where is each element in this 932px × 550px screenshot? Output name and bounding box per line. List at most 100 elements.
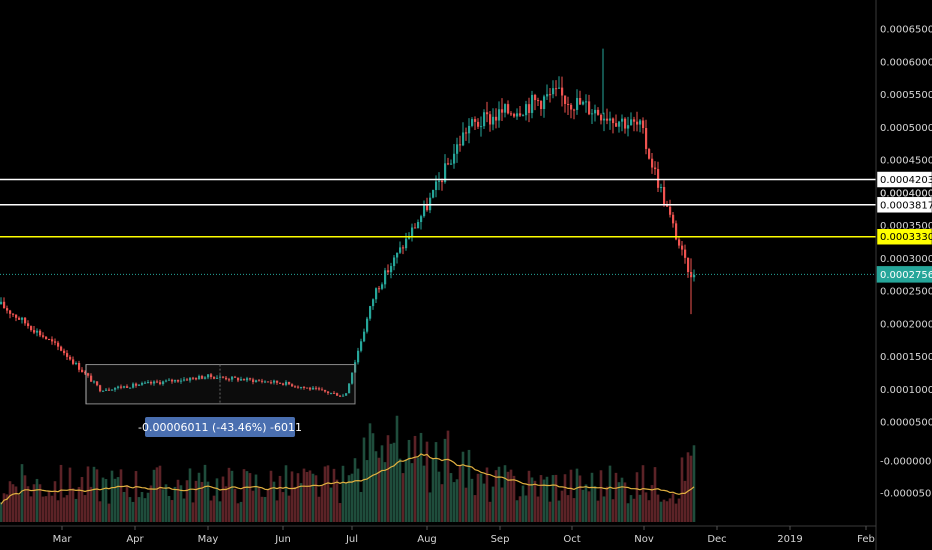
candle-body [432, 189, 435, 198]
volume-bar [593, 485, 597, 522]
candle-body [132, 383, 135, 388]
candle-body [57, 342, 60, 347]
candle-body [666, 204, 669, 207]
candle-body [27, 323, 30, 327]
candle-body [366, 318, 369, 332]
candle-body [75, 363, 78, 365]
candle-body [570, 104, 573, 110]
volume-bar [152, 469, 156, 522]
candle-body [528, 104, 531, 113]
candle-body [324, 389, 327, 392]
horizontal-levels[interactable] [0, 178, 876, 275]
volume-bar [626, 503, 630, 522]
volume-bar [332, 468, 336, 522]
volume-bar [38, 484, 42, 522]
candle-body [93, 381, 96, 383]
volume-bar [443, 438, 447, 522]
candle-body [78, 363, 81, 370]
x-axis-ticks[interactable]: Mar Apr May Jun Jul Aug Sep Oct Nov Dec 2019 Feb [53, 526, 875, 545]
volume-bar [161, 489, 165, 522]
volume-bar [398, 458, 402, 522]
candle-body [192, 377, 195, 379]
volume-bar [386, 435, 390, 522]
candle-body [456, 144, 459, 154]
candle-body [597, 109, 600, 115]
volume-bar [551, 475, 555, 522]
candle-body [507, 104, 510, 114]
candle-body [411, 227, 414, 238]
candle-body [348, 383, 351, 394]
candle-body [213, 377, 216, 379]
volume-bar [482, 483, 486, 522]
candle-body [414, 227, 417, 229]
candle-body [201, 375, 204, 379]
candle-body [660, 187, 663, 189]
volume-bar [347, 475, 351, 522]
volume-bar [431, 458, 435, 522]
x-tick-label: Nov [634, 534, 654, 545]
candle-body [174, 379, 177, 382]
volume-bar [596, 500, 600, 522]
candle-body [63, 350, 66, 354]
measure-box[interactable]: -0.00006011 (-43.46%) -6011 [85, 364, 356, 437]
volume-bar [200, 481, 204, 522]
candle-body [426, 205, 429, 211]
volume-bar [473, 495, 477, 522]
candle-body [564, 95, 567, 104]
volume-bar [350, 473, 354, 522]
volume-bar [149, 485, 153, 522]
candle-body [279, 382, 282, 384]
candle-body [441, 180, 444, 183]
candle-body [357, 350, 360, 363]
volume-bar [266, 488, 270, 522]
volume-bar [305, 471, 309, 522]
candle-body [540, 100, 543, 109]
candle-body [240, 379, 243, 381]
candle-body [210, 374, 213, 378]
candle-body [318, 388, 321, 390]
candle-body [159, 382, 162, 385]
candle-body [504, 104, 507, 113]
volume-bar [230, 470, 234, 522]
volume-bar [656, 494, 660, 522]
candle-body [96, 381, 99, 386]
volume-bar [581, 489, 585, 522]
x-tick-label: Apr [126, 534, 144, 545]
candle-body [333, 392, 336, 394]
volume-bar [125, 485, 129, 522]
candle-body [270, 382, 273, 384]
candle-body [672, 214, 675, 224]
x-tick-label: Jul [345, 534, 358, 545]
volume-bar [395, 415, 399, 522]
candle-body [327, 391, 330, 394]
volume-bar [560, 490, 564, 522]
volume-bar [281, 492, 285, 522]
volume-bar [524, 495, 528, 522]
volume-bar [536, 496, 540, 522]
candle-body [399, 247, 402, 253]
volume-bar [20, 464, 24, 522]
candle-body [234, 376, 237, 378]
candle-body [417, 222, 420, 229]
candle-body [231, 376, 234, 380]
candle-body [378, 288, 381, 290]
candle-body [483, 112, 486, 127]
candle-body [30, 326, 33, 331]
candle-body [102, 390, 105, 392]
candle-body [345, 393, 348, 396]
volume-bar [122, 492, 126, 522]
volume-bar [533, 480, 537, 522]
volume-bar [371, 433, 375, 522]
volume-bar [668, 498, 672, 522]
volume-bar [344, 482, 348, 522]
volume-bar [173, 486, 177, 522]
volume-bar [404, 459, 408, 522]
volume-bar [158, 465, 162, 522]
volume-bar [563, 474, 567, 522]
